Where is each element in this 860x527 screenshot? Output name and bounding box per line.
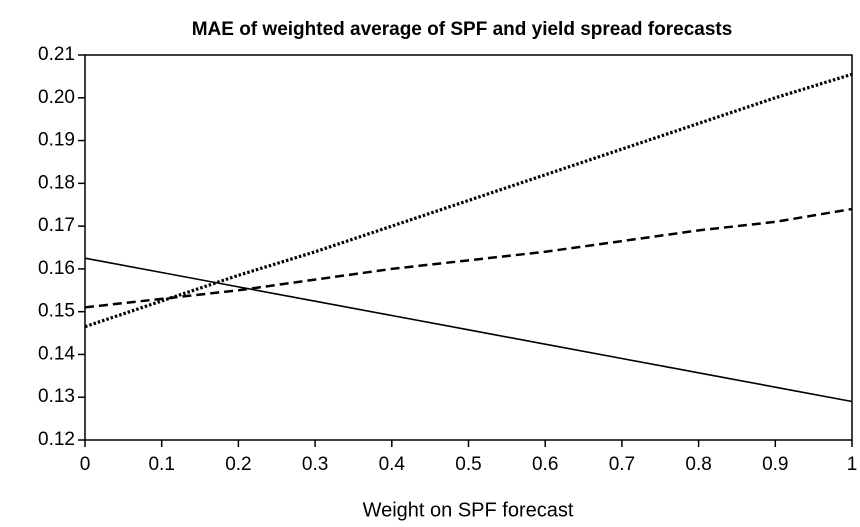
x-tick-label: 0.3 [302, 454, 328, 475]
y-tick-label: 0.13 [38, 386, 75, 407]
data-line [84, 257, 853, 403]
y-tick-label: 0.18 [38, 172, 75, 193]
x-tick-label: 1 [847, 454, 858, 475]
y-tick-label: 0.12 [38, 429, 75, 450]
chart-title: MAE of weighted average of SPF and yield… [192, 19, 733, 40]
x-tick-label: 0.4 [379, 454, 406, 475]
y-tick-label: 0.14 [38, 343, 75, 364]
y-tick-label: 0.17 [38, 215, 75, 236]
data-line [84, 72, 853, 329]
data-line [84, 207, 853, 309]
x-tick-label: 0.8 [685, 454, 711, 475]
y-tick-label: 0.20 [38, 87, 75, 108]
x-tick-label: 0.7 [609, 454, 635, 475]
x-tick-label: 0.6 [532, 454, 558, 475]
x-axis-label: Weight on SPF forecast [363, 499, 574, 521]
x-tick-label: 0.9 [762, 454, 788, 475]
x-tick-label: 0.5 [455, 454, 481, 475]
x-tick-label: 0.1 [148, 454, 174, 475]
y-tick-label: 0.21 [38, 44, 75, 65]
x-tick-label: 0.2 [225, 454, 251, 475]
x-tick-label: 0 [80, 454, 91, 475]
y-tick-label: 0.15 [38, 301, 75, 322]
y-tick-label: 0.16 [38, 258, 75, 279]
plot-frame [84, 54, 853, 441]
y-tick-label: 0.19 [38, 130, 75, 151]
